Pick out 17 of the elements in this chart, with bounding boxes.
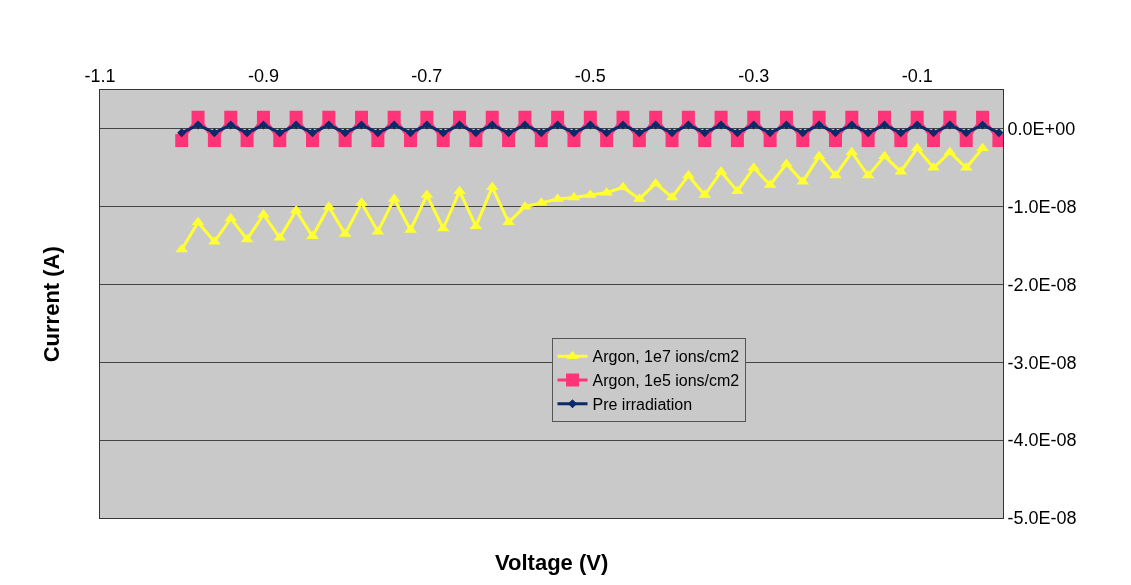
x-tick-label: -0.9 <box>247 65 279 86</box>
y-axis-title: Current (A) <box>39 246 65 363</box>
x-tick-label: -0.7 <box>411 65 443 86</box>
y-tick-label: -3.0E-08 <box>1007 352 1077 373</box>
y-tick-label: -2.0E-08 <box>1007 274 1077 295</box>
legend-label: Argon, 1e7 ions/cm2 <box>592 348 740 366</box>
y-tick-label: -4.0E-08 <box>1007 430 1077 451</box>
y-tick-label: -1.0E-08 <box>1007 197 1077 218</box>
y-tick-label: -5.0E-08 <box>1007 508 1077 529</box>
legend-label: Argon, 1e5 ions/cm2 <box>592 372 740 390</box>
y-tick-label: 0.0E+00 <box>1007 119 1076 140</box>
legend-label: Pre irradiation <box>592 395 693 413</box>
x-tick-label: -0.1 <box>901 65 933 86</box>
x-tick-label: -0.3 <box>738 65 770 86</box>
x-tick-label: -1.1 <box>84 65 116 86</box>
x-tick-label: -0.5 <box>574 65 606 86</box>
x-axis-title: Voltage (V) <box>495 550 609 575</box>
